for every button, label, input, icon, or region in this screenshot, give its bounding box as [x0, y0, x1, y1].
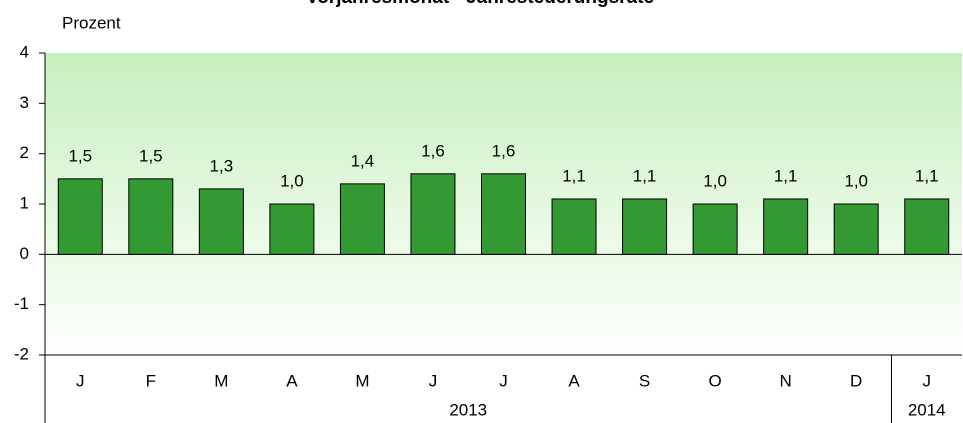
x-tick-label: J: [429, 371, 438, 390]
bar: [198, 188, 244, 255]
data-label: 1,0: [703, 171, 727, 190]
x-tick-label: J: [76, 371, 85, 390]
bar: [339, 183, 385, 255]
x-tick-label: M: [214, 371, 228, 390]
bar: [269, 203, 315, 255]
bar: [763, 198, 809, 255]
x-tick-label: A: [286, 371, 298, 390]
data-label: 1,1: [562, 166, 586, 185]
data-label: 1,1: [915, 166, 939, 185]
data-label: 1,6: [421, 141, 445, 160]
data-label: 1,6: [492, 141, 516, 160]
x-tick-label: O: [708, 371, 721, 390]
x-tick-label: J: [499, 371, 508, 390]
bar: [833, 203, 879, 255]
x-tick-label: J: [922, 371, 931, 390]
bar: [57, 178, 103, 255]
group-label: 2013: [449, 400, 487, 419]
x-tick-label: F: [146, 371, 156, 390]
x-tick-label: M: [355, 371, 369, 390]
x-tick-label: S: [639, 371, 650, 390]
bar: [622, 198, 668, 255]
x-tick-label: N: [780, 371, 792, 390]
data-label: 1,3: [210, 156, 234, 175]
y-axis-label: Prozent: [62, 13, 121, 32]
plot-bg-bottom: [45, 254, 962, 355]
y-tick-label: 0: [20, 244, 29, 263]
bar: [410, 173, 456, 255]
y-tick-label: 4: [20, 42, 29, 61]
data-label: 1,5: [139, 146, 163, 165]
x-tick-label: A: [568, 371, 580, 390]
y-tick-label: -2: [14, 344, 29, 363]
data-label: 1,1: [774, 166, 798, 185]
x-tick-label: D: [850, 371, 862, 390]
data-label: 1,0: [280, 171, 304, 190]
bar: [128, 178, 174, 255]
y-tick-label: -1: [14, 294, 29, 313]
bar: [904, 198, 950, 255]
group-label: 2014: [908, 400, 946, 419]
data-label: 1,1: [633, 166, 657, 185]
bar: [551, 198, 597, 255]
chart-title: Vorjahresmonat - Jahresteuerungsrate: [306, 0, 654, 8]
bar: [692, 203, 738, 255]
data-label: 1,5: [68, 146, 92, 165]
y-tick-label: 2: [20, 143, 29, 162]
data-label: 1,4: [351, 151, 375, 170]
y-tick-label: 1: [20, 193, 29, 212]
y-tick-label: 3: [20, 93, 29, 112]
bar: [481, 173, 526, 255]
data-label: 1,0: [844, 171, 868, 190]
